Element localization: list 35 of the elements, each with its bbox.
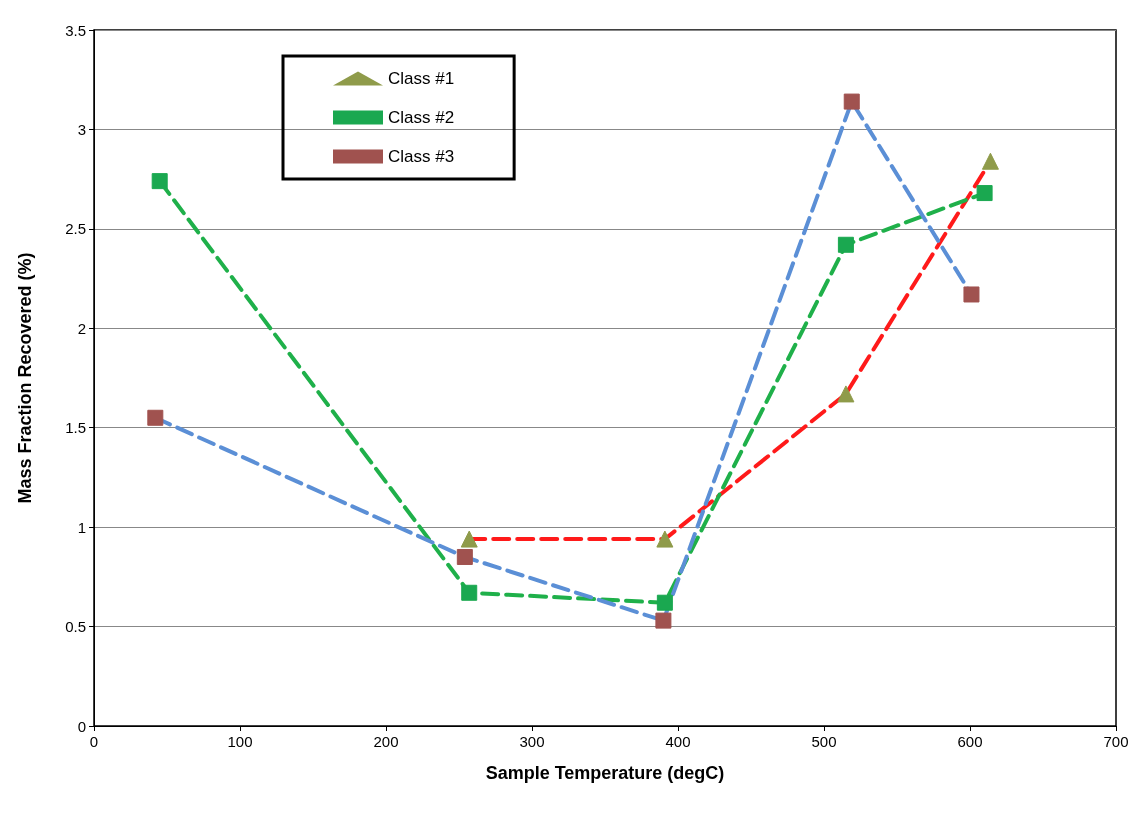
x-tick-label: 0 <box>89 733 99 750</box>
legend-label: Class #1 <box>388 69 455 88</box>
point <box>147 409 164 426</box>
y-tick-label: 3.5 <box>65 21 86 39</box>
y-tick-label: 2 <box>77 319 86 337</box>
point <box>460 530 478 548</box>
y-tick-label: 2.5 <box>65 220 86 238</box>
point <box>656 594 673 611</box>
x-axis-title: Sample Temperature (degC) <box>485 763 725 783</box>
x-tick-label: 200 <box>373 733 399 750</box>
x-tick-label: 100 <box>227 733 253 750</box>
y-tick-label: 0 <box>77 717 86 735</box>
point <box>843 93 860 110</box>
x-tick-label: 400 <box>665 733 691 750</box>
point <box>837 236 854 253</box>
legend-label: Class #3 <box>388 147 455 166</box>
point <box>656 530 674 548</box>
y-tick-label: 1.5 <box>65 419 86 437</box>
legend-label: Class #2 <box>388 108 455 127</box>
point <box>981 152 999 170</box>
point <box>837 385 855 403</box>
y-tick-label: 1 <box>77 518 86 536</box>
y-tick-label: 3 <box>77 120 86 138</box>
point <box>456 548 473 565</box>
y-axis-title: Mass Fraction Recovered (%) <box>15 252 35 504</box>
x-tick-label: 600 <box>957 733 983 750</box>
point <box>976 185 993 202</box>
point <box>655 612 672 629</box>
x-tick-label: 700 <box>1103 733 1129 750</box>
point <box>151 173 168 190</box>
x-tick-label: 300 <box>519 733 545 750</box>
point <box>963 286 980 303</box>
x-tick-label: 500 <box>811 733 837 750</box>
y-tick-label: 0.5 <box>65 618 86 636</box>
point <box>461 584 478 601</box>
